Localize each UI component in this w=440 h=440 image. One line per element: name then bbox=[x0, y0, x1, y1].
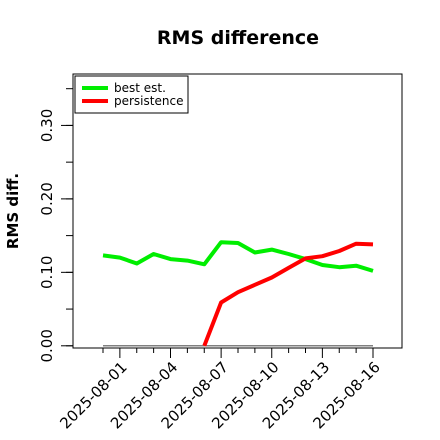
y-tick-label: 0.30 bbox=[38, 109, 56, 142]
y-tick-label: 0.00 bbox=[38, 329, 56, 362]
legend: best est. persistence bbox=[74, 75, 189, 114]
series-line-best-est bbox=[102, 240, 374, 273]
legend-label-best-est: best est. bbox=[114, 81, 166, 95]
chart-title: RMS difference bbox=[157, 27, 319, 49]
legend-label-persistence: persistence bbox=[114, 94, 183, 108]
plot-frame bbox=[72, 73, 403, 349]
series-line-persistence bbox=[202, 241, 374, 347]
x-axis: 2025-08-012025-08-042025-08-072025-08-10… bbox=[56, 348, 384, 432]
y-tick-label: 0.20 bbox=[38, 182, 56, 215]
legend-box bbox=[74, 75, 189, 114]
series-lines bbox=[102, 240, 374, 347]
y-axis: 0.00 0.10 0.20 0.30 bbox=[38, 88, 73, 362]
y-axis-label: RMS diff. bbox=[4, 173, 22, 249]
y-tick-label: 0.10 bbox=[38, 256, 56, 289]
